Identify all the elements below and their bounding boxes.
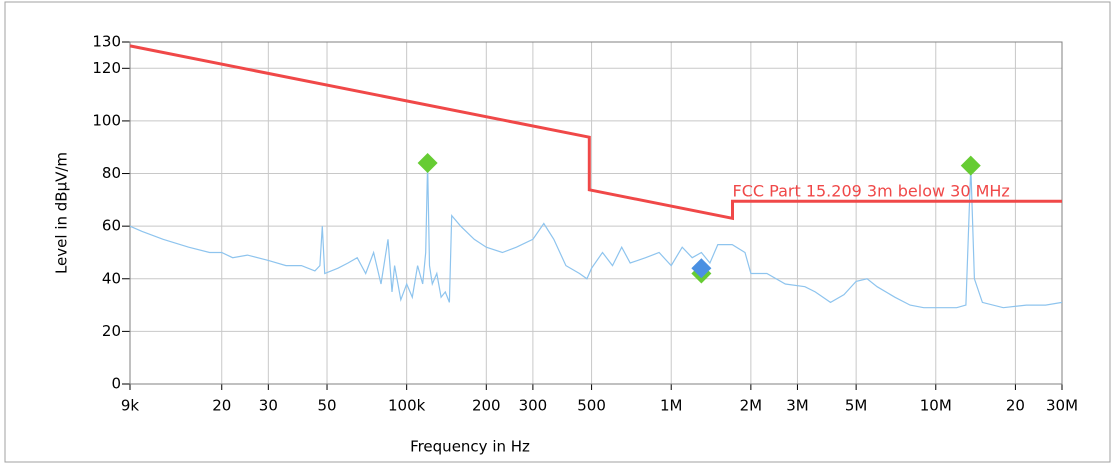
x-tick-label: 3M xyxy=(786,397,809,415)
x-axis-label: Frequency in Hz xyxy=(410,438,530,456)
y-tick-label: 120 xyxy=(92,59,121,77)
x-tick-label: 20 xyxy=(212,397,231,415)
marker xyxy=(691,258,712,279)
y-tick-label: 130 xyxy=(92,33,121,51)
y-tick-label: 0 xyxy=(111,375,121,393)
y-tick-label: 80 xyxy=(102,164,121,182)
x-tick-label: 500 xyxy=(577,397,606,415)
y-axis-label: Level in dBµV/m xyxy=(53,152,71,274)
x-tick-label: 10M xyxy=(920,397,952,415)
frame xyxy=(4,1,1111,463)
x-tick-label: 30M xyxy=(1046,397,1078,415)
x-tick-label: 30 xyxy=(259,397,278,415)
marker xyxy=(960,155,981,176)
x-tick-label: 200 xyxy=(472,397,501,415)
x-tick-label: 50 xyxy=(317,397,336,415)
y-tick-label: 60 xyxy=(102,217,121,235)
x-tick-label: 20 xyxy=(1006,397,1025,415)
x-tick-label: 300 xyxy=(519,397,548,415)
x-tick-label: 1M xyxy=(660,397,683,415)
measurement-line xyxy=(129,162,1063,309)
x-tick-label: 2M xyxy=(740,397,763,415)
y-tick-label: 100 xyxy=(92,111,121,129)
x-tick-label: 100k xyxy=(388,397,426,415)
x-tick-label: 9k xyxy=(121,397,140,415)
marker xyxy=(417,153,438,174)
x-tick-label: 5M xyxy=(845,397,868,415)
annotation: FCC Part 15.209 3m below 30 MHz xyxy=(733,181,1010,200)
y-tick-label: 20 xyxy=(102,322,121,340)
y-tick-label: 40 xyxy=(102,269,121,287)
limit-line xyxy=(129,44,1062,221)
plot-border xyxy=(129,41,1063,385)
